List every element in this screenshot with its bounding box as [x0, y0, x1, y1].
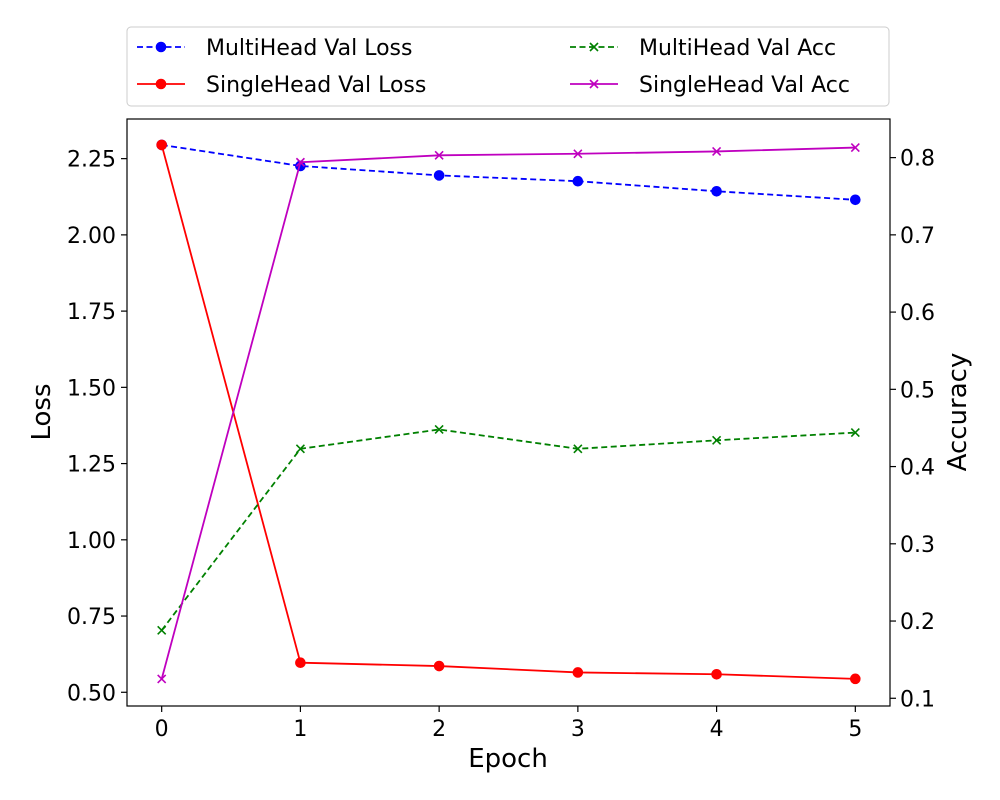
data-point	[850, 194, 861, 206]
legend-swatch-marker	[155, 78, 167, 90]
plot-area	[126, 118, 891, 707]
x-tick-label: 0	[155, 717, 169, 742]
x-tick-label: 1	[293, 717, 307, 742]
legend-label: MultiHead Val Loss	[206, 36, 412, 61]
legend-swatch-marker	[589, 42, 599, 52]
legend-swatch-marker	[589, 79, 599, 89]
series-line	[160, 146, 856, 680]
right-y-tick-label: 0.1	[900, 687, 935, 712]
data-point	[711, 185, 722, 197]
data-point	[572, 667, 584, 678]
data-point	[711, 668, 722, 680]
legend-entry: MultiHead Val Acc	[570, 36, 836, 61]
data-point	[157, 674, 167, 684]
series-line	[160, 428, 856, 631]
left-y-tick-label: 1.50	[67, 376, 116, 401]
series-1	[156, 139, 861, 685]
left-y-tick-label: 2.25	[67, 148, 116, 173]
data-point	[295, 444, 305, 454]
data-point	[850, 673, 861, 685]
series-3	[157, 143, 860, 684]
right-y-tick-label: 0.5	[900, 378, 935, 403]
legend-label: SingleHead Val Acc	[639, 73, 850, 98]
data-point	[572, 175, 584, 187]
left-y-tick-label: 1.25	[67, 453, 116, 478]
right-y-tick-label: 0.6	[900, 301, 935, 326]
data-point	[295, 157, 305, 167]
legend-label: MultiHead Val Acc	[639, 36, 836, 61]
data-point	[712, 435, 722, 445]
data-point	[434, 424, 444, 435]
right-y-tick-label: 0.8	[900, 147, 935, 172]
x-tick-label: 3	[571, 717, 585, 742]
series-2	[157, 424, 860, 635]
series-line	[161, 144, 856, 201]
series-line	[160, 144, 856, 680]
right-y-tick-label: 0.2	[900, 610, 935, 635]
data-point	[573, 444, 583, 454]
legend: MultiHead Val Loss SingleHead Val Loss Mul…	[126, 26, 890, 107]
left-y-tick-label: 0.75	[67, 605, 116, 630]
data-point	[573, 149, 583, 159]
left-y-tick-label: 0.50	[67, 681, 116, 706]
x-tick-label: 2	[432, 717, 446, 742]
legend-entry: SingleHead Val Acc	[570, 73, 850, 98]
right-axis-title: Accuracy	[943, 353, 973, 472]
left-y-tick-label: 2.00	[67, 224, 116, 249]
data-point	[295, 657, 306, 668]
legend-box	[126, 26, 890, 107]
data-point	[433, 170, 445, 181]
legend-entry: SingleHead Val Loss	[137, 73, 426, 98]
left-y-tick-label: 1.00	[67, 529, 116, 554]
data-point	[156, 139, 167, 151]
data-point	[434, 150, 444, 160]
right-y-tick-label: 0.3	[900, 533, 935, 558]
data-point	[712, 146, 722, 157]
x-axis-title: Epoch	[468, 744, 548, 774]
series-0	[156, 139, 861, 206]
axes-layer: 0 1 2 3 4 5 0.50 0.75 1.00 1.25 1.50 1.75 2.00 2.25 0.…	[67, 147, 935, 742]
series-layer	[156, 139, 861, 685]
data-point	[157, 625, 167, 635]
left-axis-title: Loss	[27, 383, 57, 440]
legend-label: SingleHead Val Loss	[206, 73, 426, 98]
right-y-tick-label: 0.4	[900, 456, 935, 481]
right-y-tick-label: 0.7	[900, 224, 935, 249]
plot-frame	[126, 118, 891, 707]
legend-entry: MultiHead Val Loss	[137, 36, 412, 61]
left-y-tick-label: 1.75	[67, 300, 116, 325]
legend-swatch-marker	[155, 41, 167, 53]
data-point	[850, 143, 860, 153]
x-tick-label: 5	[848, 717, 862, 742]
data-point	[433, 660, 445, 672]
x-tick-label: 4	[710, 717, 724, 742]
data-point	[850, 428, 860, 438]
